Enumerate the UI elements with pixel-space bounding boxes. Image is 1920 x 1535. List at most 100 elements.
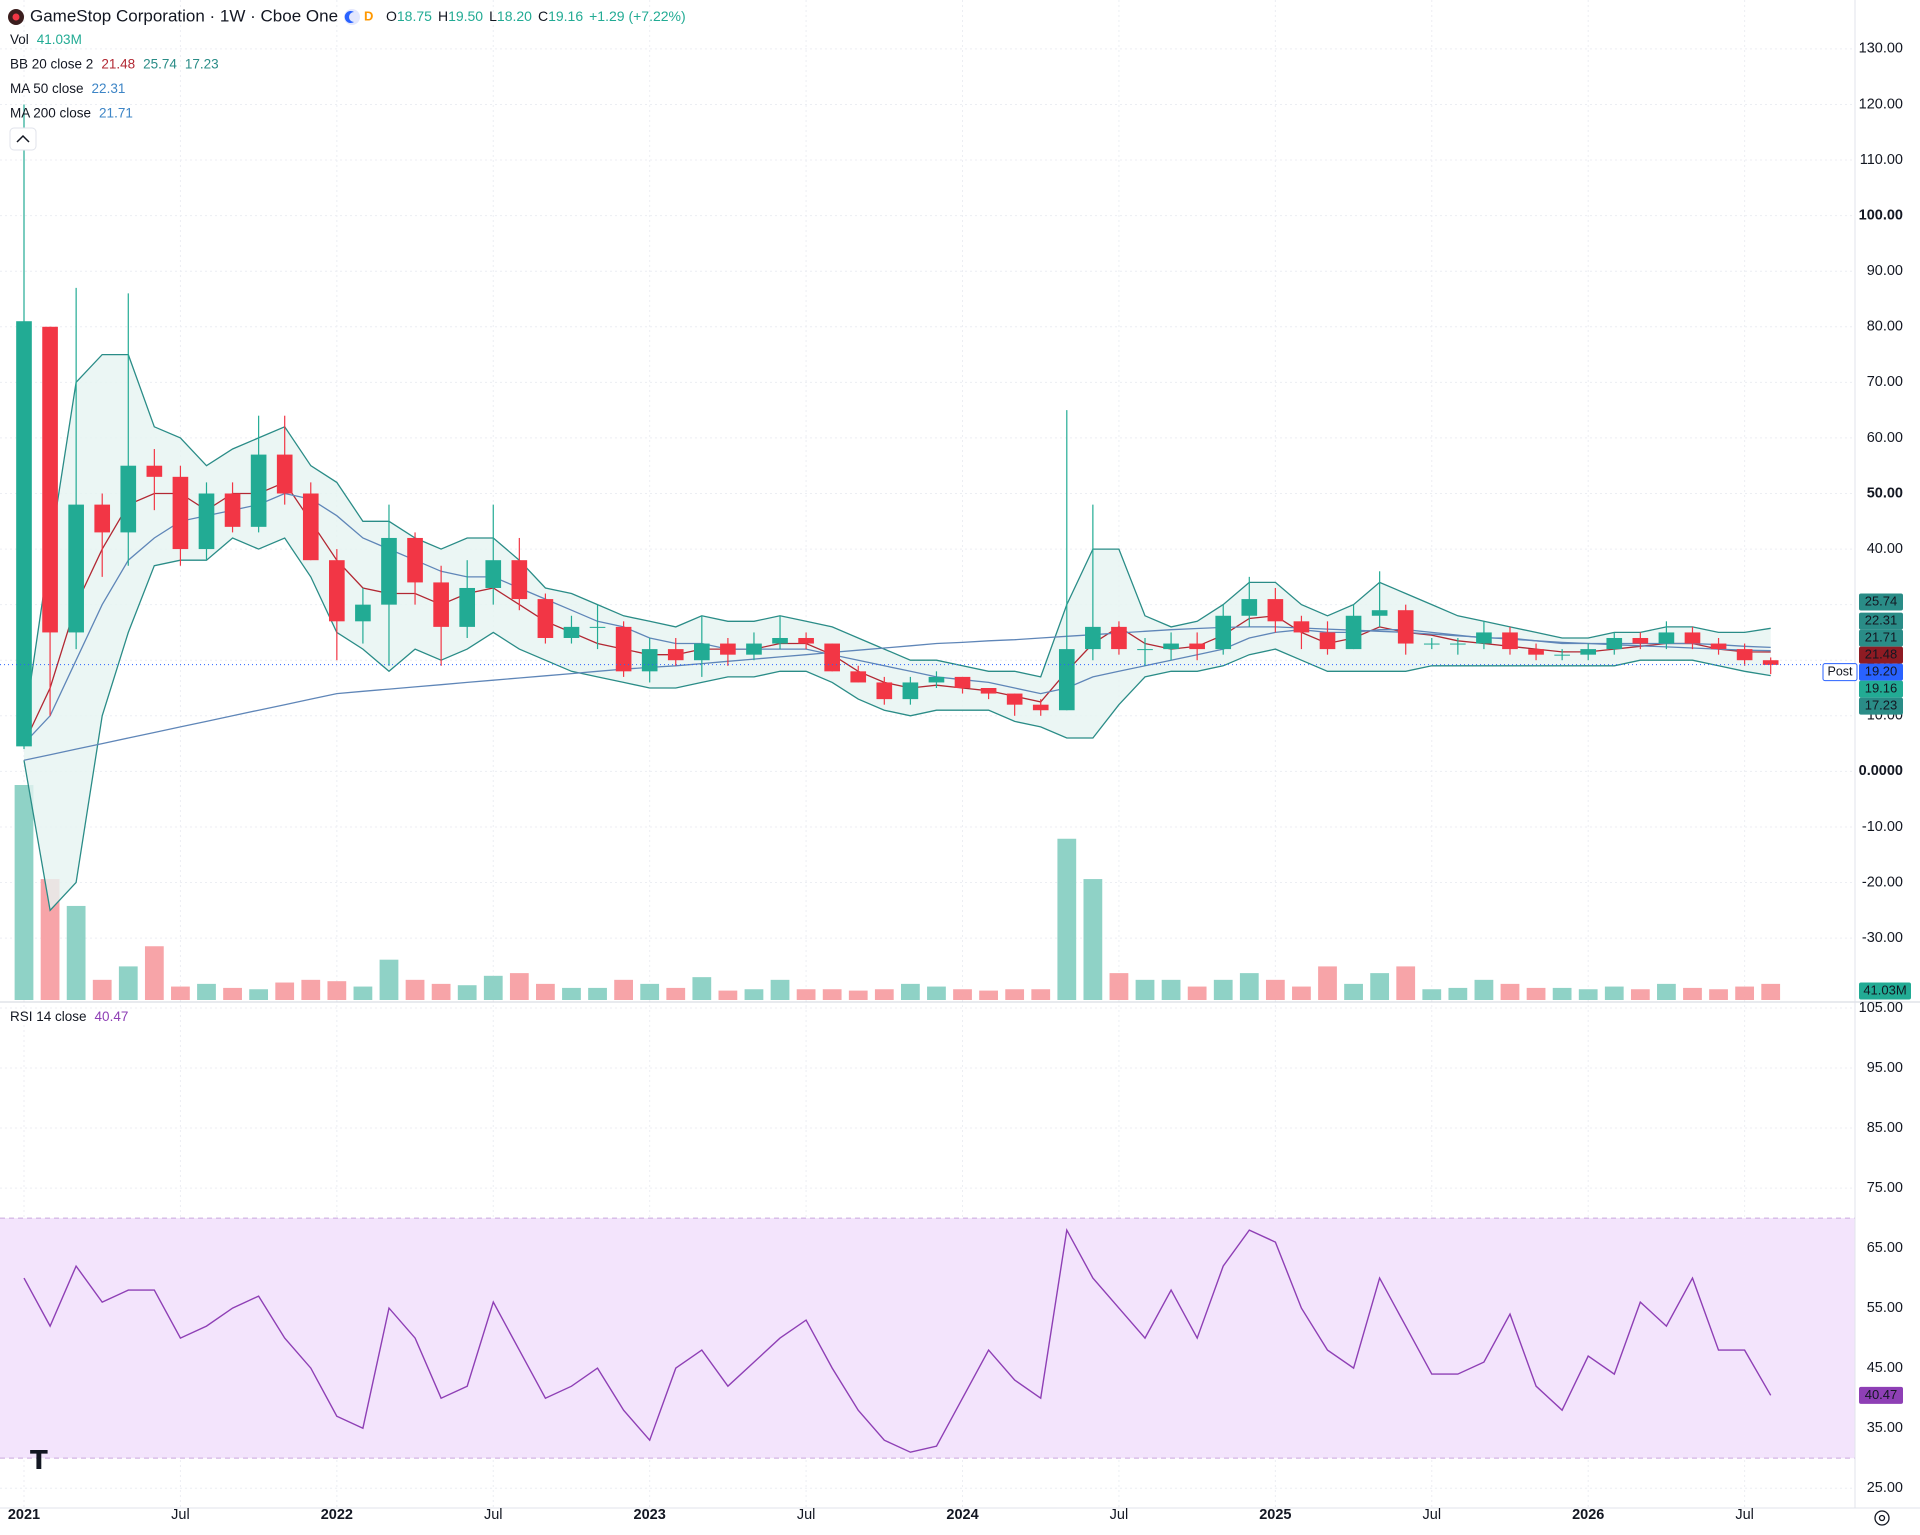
y-tick-label: 75.00 — [1867, 1180, 1903, 1196]
volume-bar — [457, 985, 477, 1000]
price-badge-label: 21.71 — [1865, 630, 1898, 645]
volume-bar — [1709, 989, 1728, 1000]
candle-body — [902, 682, 919, 700]
candle-body — [329, 560, 345, 622]
volume-bar — [900, 983, 920, 1000]
candle-body — [1215, 615, 1232, 650]
volume-bar — [718, 990, 738, 1000]
indicator-line — [23, 353, 1771, 727]
volume-bar — [1630, 989, 1650, 1000]
settings-button[interactable] — [1874, 1510, 1890, 1526]
price-badge — [1859, 629, 1903, 647]
volume-bar — [874, 989, 894, 1000]
candle-body — [1684, 632, 1701, 644]
volume-bar — [927, 986, 946, 1000]
x-tick-label: Jul — [1423, 1507, 1442, 1523]
candle-body — [1345, 615, 1362, 650]
legend-entry: RSI 14 close 40.47 — [10, 1009, 128, 1024]
volume-bar — [1057, 838, 1077, 1000]
volume-bar — [40, 879, 60, 1000]
candle-body — [693, 643, 710, 661]
candle-body — [928, 676, 945, 683]
quote-key: O — [386, 8, 397, 24]
volume-bar — [1213, 979, 1233, 1000]
candle-body — [511, 560, 528, 600]
volume-bar — [379, 959, 399, 1000]
price-badge — [1859, 1386, 1903, 1404]
volume-bar — [509, 973, 529, 1000]
volume-bar — [14, 785, 34, 1000]
candle-body — [876, 682, 893, 700]
candle-body — [1371, 610, 1388, 616]
candle-body — [459, 587, 476, 627]
y-tick-label: -10.00 — [1862, 819, 1903, 835]
y-tick-label: 80.00 — [1867, 319, 1903, 335]
candle-body — [537, 599, 554, 638]
legend-value: 21.71 — [99, 105, 133, 120]
candle-body — [1476, 632, 1492, 644]
volume-bar — [1604, 986, 1624, 1000]
quote-key: C — [538, 8, 548, 24]
symbol-title: GameStop Corporation · 1W · Cboe One — [30, 6, 338, 25]
y-tick-label: 40.00 — [1867, 541, 1903, 557]
volume-badge — [1859, 982, 1911, 1000]
candle-body — [589, 626, 606, 628]
x-tick-label: 2024 — [946, 1507, 978, 1523]
candle-body — [407, 537, 423, 583]
volume-bar — [796, 989, 816, 1000]
candle-body — [954, 676, 971, 689]
candle-body — [563, 626, 580, 638]
legend-label: MA 200 close — [10, 105, 91, 120]
price-badge — [1859, 680, 1903, 698]
quote-key: H — [438, 8, 448, 24]
candle-body — [1580, 649, 1597, 655]
volume-bar — [1005, 989, 1025, 1000]
collapse-icon — [16, 134, 30, 143]
price-badge — [1859, 697, 1903, 715]
candle-body — [1450, 643, 1466, 645]
volume-bar — [483, 975, 503, 1000]
volume-bar — [1735, 986, 1755, 1000]
y-tick-label: 100.00 — [1859, 207, 1903, 223]
candle-body — [485, 560, 502, 588]
legend: Vol 41.03M BB 20 close 2 21.48 25.74 17.23 MA … — [10, 32, 219, 1024]
volume-bar — [848, 990, 868, 1000]
candle-body — [433, 582, 449, 627]
candle-body — [1554, 654, 1570, 656]
rsi-band — [0, 1218, 1855, 1459]
collapse-button[interactable] — [9, 127, 37, 151]
legend-label: MA 50 close — [10, 81, 84, 96]
candle-body — [746, 643, 762, 655]
candle-body — [980, 688, 997, 694]
candle-body — [276, 454, 293, 494]
volume-bar — [1187, 986, 1207, 1000]
y-tick-label: -20.00 — [1862, 874, 1903, 890]
x-tick-label: 2022 — [321, 1507, 353, 1523]
delay-badge[interactable]: D — [364, 8, 373, 23]
candle-body — [1137, 649, 1153, 651]
candle-body — [172, 476, 189, 550]
volume-bar — [588, 987, 607, 1000]
session-moon — [344, 10, 354, 24]
candle-body — [1397, 610, 1414, 644]
candle-body — [42, 326, 58, 633]
price-badge-label: 17.23 — [1865, 698, 1898, 713]
volume-bar — [118, 966, 138, 1000]
volume-bar — [1448, 987, 1468, 1000]
x-tick-label: Jul — [171, 1507, 190, 1523]
legend-value: 17.23 — [185, 56, 219, 71]
y-tick-label: 90.00 — [1867, 263, 1903, 279]
price-badge-label: 25.74 — [1865, 593, 1898, 608]
candle-body — [1658, 632, 1675, 644]
volume-bar — [1422, 989, 1442, 1000]
axes: 2021 Jul 2022 Jul 2023 Jul 2024 Jul 2025 Jul 2026 J… — [0, 41, 1911, 1523]
rsi-line — [23, 1227, 1772, 1453]
candle-body — [1762, 660, 1779, 665]
x-tick-label: 2023 — [634, 1507, 666, 1523]
x-tick-label: 2025 — [1259, 1507, 1291, 1523]
y-tick-label: 70.00 — [1867, 374, 1903, 390]
volume-bar — [692, 977, 712, 1000]
legend-value: 40.47 — [95, 1009, 129, 1024]
volume-bar — [1370, 973, 1390, 1000]
